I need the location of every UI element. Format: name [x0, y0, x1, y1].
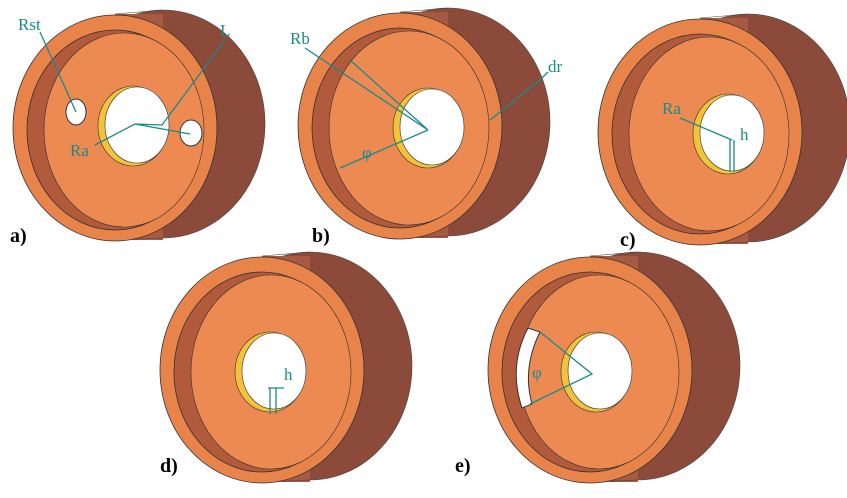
panel-c: Ra h c): [598, 14, 847, 251]
panel-label: e): [455, 455, 471, 477]
panel-label: c): [620, 229, 636, 251]
annotation: φ: [362, 143, 372, 162]
hole: [693, 94, 764, 174]
annotation: Ra: [662, 99, 681, 118]
panel-e: φ e): [455, 252, 740, 483]
annotation: Rst: [18, 15, 41, 34]
panel-label: b): [312, 225, 330, 247]
annotation: dr: [548, 57, 563, 76]
annotation: φ: [532, 363, 542, 382]
panel-label: d): [160, 455, 178, 477]
annotation: Ra: [70, 141, 89, 160]
panel-b: Rb dr φ b): [290, 8, 563, 247]
annotation: Rb: [290, 29, 310, 48]
hole: [561, 332, 632, 412]
panel-a: Rst L Ra a): [10, 10, 265, 247]
annotation: h: [284, 365, 293, 384]
figure: Rst L Ra a) Rb dr φ b) Ra h c) h d) φ e: [0, 0, 847, 498]
annotation: h: [740, 125, 749, 144]
annotation: L: [220, 21, 230, 40]
panel-d: h d): [160, 252, 412, 483]
panel-label: a): [10, 225, 27, 247]
hole: [393, 88, 464, 168]
hole: [98, 86, 169, 166]
